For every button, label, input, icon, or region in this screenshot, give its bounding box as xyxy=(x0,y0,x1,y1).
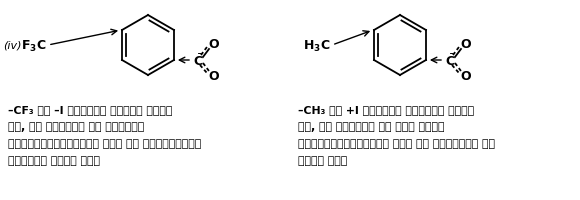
Text: $\bar{\mathbf{C}}$: $\bar{\mathbf{C}}$ xyxy=(445,53,455,68)
Text: $\mathbf{F_3C}$: $\mathbf{F_3C}$ xyxy=(20,38,46,53)
Text: कार्बोक्सिसलेट आयन को अस्थायी कर: कार्बोक्सिसलेट आयन को अस्थायी कर xyxy=(298,138,495,148)
Text: $\mathbf{H_3C}$: $\mathbf{H_3C}$ xyxy=(303,38,330,53)
Text: देता है।: देता है। xyxy=(298,155,347,165)
Text: O: O xyxy=(209,38,219,51)
Text: कार्बोक्सिसलेट आयन को स्थायित्व: कार्बोक्सिसलेट आयन को स्थायित्व xyxy=(8,138,201,148)
Text: –CH₃ का +I प्रभाव दुर्बल होता: –CH₃ का +I प्रभाव दुर्बल होता xyxy=(298,104,474,114)
Text: O: O xyxy=(461,70,472,83)
Text: $\bar{\mathbf{C}}$: $\bar{\mathbf{C}}$ xyxy=(193,53,203,68)
Text: प्रदान करता है।: प्रदान करता है। xyxy=(8,155,100,165)
Text: (iv): (iv) xyxy=(3,41,21,51)
Text: –CF₃ का –I प्रभाव प्रबल होता: –CF₃ का –I प्रभाव प्रबल होता xyxy=(8,104,172,114)
Text: O: O xyxy=(209,70,219,83)
Text: है, यह ृणावेश को फैलाकर: है, यह ृणावेश को फैलाकर xyxy=(8,121,144,131)
Text: O: O xyxy=(461,38,472,51)
Text: है, यह ृणावेश को सघन करके: है, यह ृणावेश को सघन करके xyxy=(298,121,444,131)
